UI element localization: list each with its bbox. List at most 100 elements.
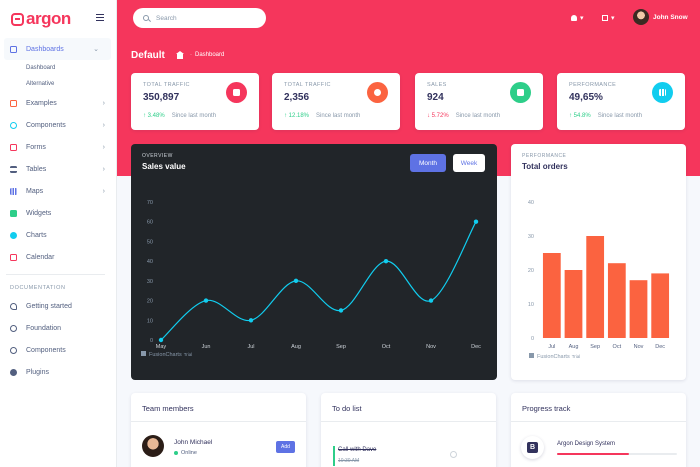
stat-footer: ↑ 3.48% Since last month	[143, 113, 216, 119]
search-input[interactable]	[156, 14, 256, 22]
week-button[interactable]: Week	[453, 154, 485, 172]
chevron-right-icon: ›	[102, 143, 105, 151]
y-tick-label: 30	[147, 279, 153, 285]
x-tick-label: Dec	[655, 344, 665, 350]
x-tick-label: Oct	[613, 344, 622, 350]
chevron-right-icon: ›	[102, 187, 105, 195]
sidebar-item-plugins[interactable]: Plugins	[0, 361, 117, 383]
data-point	[473, 219, 479, 224]
stat-card: PERFORMANCE 49,65% ↑ 54.8% Since last mo…	[557, 73, 685, 130]
progress-bar-fill	[557, 453, 629, 455]
chart-pie-icon	[10, 368, 17, 376]
project-name[interactable]: Argon Design System	[557, 441, 616, 447]
watermark-brand: FusionCharts	[537, 354, 570, 360]
stat-footer: ↓ 5.72% Since last month	[427, 113, 500, 119]
x-tick-label: Dec	[471, 344, 481, 350]
card-title: Total orders	[522, 162, 568, 171]
sidebar-subitem-dashboard[interactable]: Dashboard	[26, 65, 56, 71]
sidebar-item-tables[interactable]: Tables ›	[0, 158, 117, 180]
team-members-card: Team members John Michael Online Add	[131, 393, 306, 467]
month-button[interactable]: Month	[410, 154, 446, 172]
x-tick-label: Aug	[569, 344, 579, 350]
card-overline: PERFORMANCE	[522, 153, 567, 159]
stat-since: Since last month	[316, 113, 361, 119]
stat-card: TOTAL TRAFFIC 350,897 ↑ 3.48% Since last…	[131, 73, 259, 130]
sidebar-item-foundation[interactable]: Foundation	[0, 317, 117, 339]
x-tick-label: Aug	[291, 344, 301, 350]
bar	[651, 273, 670, 338]
chevron-down-icon: ⌄	[93, 46, 99, 53]
sidebar-item-maps[interactable]: Maps ›	[0, 180, 117, 202]
x-tick-label: Sep	[336, 344, 346, 350]
y-tick-label: 30	[528, 234, 534, 240]
sales-line-chart: 0 10 20 30 40 50 60 70 May Jun Jul Aug Sep Oct Nov Dec…	[141, 200, 481, 358]
y-tick-label: 20	[528, 268, 534, 274]
stat-label: TOTAL TRAFFIC	[284, 82, 331, 88]
x-tick-label: Sep	[590, 344, 600, 350]
add-member-button[interactable]: Add	[276, 441, 295, 453]
caret-down-icon: ▾	[580, 15, 584, 22]
sidebar-item-label: Widgets	[26, 209, 52, 217]
bar	[607, 263, 626, 338]
breadcrumb: · Dashboard	[176, 50, 225, 59]
sidebar-item-doc-components[interactable]: Components	[0, 339, 117, 361]
y-tick-label: 70	[147, 200, 153, 206]
search-icon	[143, 15, 149, 21]
member-avatar[interactable]	[142, 435, 164, 457]
hand-pointer-icon	[226, 82, 247, 103]
sidebar-item-dashboards[interactable]: Dashboards ⌄	[4, 38, 111, 60]
widget-icon	[10, 209, 17, 217]
x-tick-label: Jul	[247, 344, 254, 350]
avatar[interactable]	[633, 9, 649, 25]
data-point	[293, 278, 299, 284]
caret-down-icon: ▾	[611, 15, 615, 22]
stat-label: TOTAL TRAFFIC	[143, 82, 190, 88]
ui-icon	[10, 346, 17, 354]
bootstrap-icon: B	[527, 442, 538, 453]
money-icon	[510, 82, 531, 103]
sidebar-heading: DOCUMENTATION	[10, 285, 66, 291]
card-title: Team members	[142, 404, 194, 413]
breadcrumb-item[interactable]: Dashboard	[195, 52, 225, 58]
apps-dropdown[interactable]: ▾	[602, 14, 615, 22]
sidebar-subitem-alternative[interactable]: Alternative	[26, 81, 55, 87]
hamburger-icon[interactable]	[96, 14, 104, 21]
notifications-dropdown[interactable]: ▾	[571, 14, 584, 22]
card-divider	[131, 421, 306, 422]
search-box[interactable]	[133, 8, 266, 28]
sidebar-item-widgets[interactable]: Widgets	[0, 202, 117, 224]
stat-change: ↑ 54.8%	[569, 113, 591, 119]
member-name[interactable]: John Michael	[174, 439, 213, 446]
fusioncharts-logo	[529, 353, 534, 358]
orders-bar-chart: 0 10 20 30 40 Jul Aug Sep Oct Nov Dec FusionChart…	[528, 200, 670, 360]
card-title: Progress track	[522, 404, 571, 413]
brand-logo[interactable]: argon	[11, 9, 71, 29]
sales-series-line	[160, 221, 477, 341]
sidebar-divider	[6, 274, 105, 275]
sidebar-item-charts[interactable]: Charts	[0, 224, 117, 246]
data-point	[248, 318, 254, 323]
sidebar-item-getting-started[interactable]: Getting started	[0, 295, 117, 317]
todo-checkbox[interactable]	[450, 451, 457, 458]
forms-icon	[10, 143, 17, 151]
user-name[interactable]: John Snow	[653, 14, 688, 21]
home-icon[interactable]	[176, 50, 184, 59]
sidebar-item-label: Components	[26, 121, 66, 129]
ship-icon	[10, 99, 17, 107]
orders-chart-card: PERFORMANCE Total orders 0 10 20 30 40 Jul Au…	[511, 144, 686, 380]
sidebar-item-examples[interactable]: Examples ›	[0, 92, 117, 114]
sidebar-item-components[interactable]: Components ›	[0, 114, 117, 136]
stat-value: 924	[427, 92, 444, 103]
sidebar-item-label: Plugins	[26, 368, 49, 376]
sidebar-item-label: Tables	[26, 165, 47, 173]
sidebar-item-forms[interactable]: Forms ›	[0, 136, 117, 158]
y-tick-label: 60	[147, 220, 153, 226]
x-tick-label: Jul	[548, 344, 555, 350]
sidebar: argon Dashboards ⌄ Dashboard Alternative…	[0, 0, 117, 467]
map-icon	[10, 187, 17, 195]
card-divider	[321, 421, 496, 422]
sidebar-item-calendar[interactable]: Calendar	[0, 246, 117, 268]
todo-title: Call with Dave	[338, 447, 377, 453]
status-dot	[174, 451, 178, 455]
sidebar-item-label: Components	[26, 346, 66, 354]
